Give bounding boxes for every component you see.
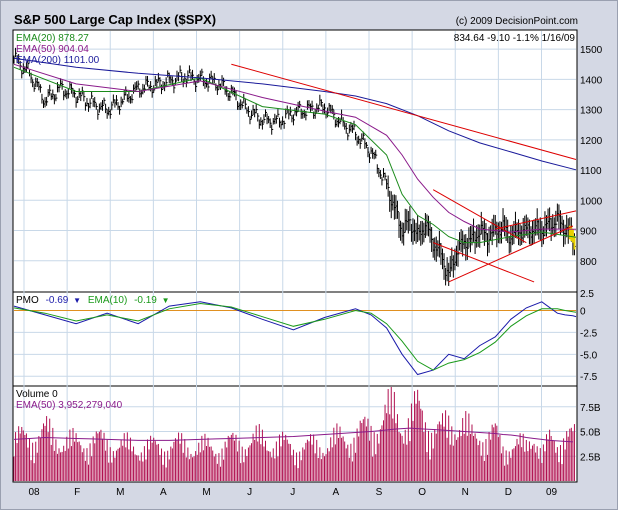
price-panel <box>12 29 578 293</box>
legend-ema50: EMA(50) 904.04 <box>16 44 89 55</box>
legend-ema20: EMA(20) 878.27 <box>16 33 89 44</box>
x-tick-label: O <box>418 487 426 498</box>
pmo-ema-label: EMA(10) <box>88 295 127 306</box>
volume-label: Volume 0 <box>16 389 58 400</box>
trendline <box>432 242 535 283</box>
volume-y-tick: 5.0B <box>580 428 601 439</box>
volume-y-tick: 2.5B <box>580 452 601 463</box>
price-y-tick: 1200 <box>580 136 603 147</box>
x-tick-label: A <box>333 487 340 498</box>
trendline <box>448 225 574 283</box>
pmo-value: -0.69 <box>46 295 69 306</box>
price-y-tick: 1400 <box>580 75 603 86</box>
pmo-y-tick: -7.5 <box>580 372 598 383</box>
pmo-y-tick: -5.0 <box>580 350 598 361</box>
grid-lines <box>14 31 576 481</box>
volume-ema-label: EMA(50) 3,952,279,040 <box>16 400 123 411</box>
x-tick-label: J <box>247 487 252 498</box>
legend-ema200: EMA(200) 1101.00 <box>16 55 100 66</box>
chart-title: S&P 500 Large Cap Index ($SPX) <box>14 12 216 27</box>
y-axis-labels: 800 900 1000 1100 1200 1300 1400 1500 2.5 0 -2.5 -5… <box>580 45 603 463</box>
ema-line-ema200 <box>13 57 577 171</box>
price-y-tick: 1300 <box>580 106 603 117</box>
x-tick-label: M <box>116 487 124 498</box>
ema-line-ema20 <box>13 66 577 244</box>
pmo-legend: PMO -0.69 ▼ EMA(10) -0.19 ▼ <box>16 295 170 306</box>
price-y-tick: 1100 <box>580 166 602 177</box>
pmo-ema-value: -0.19 <box>134 295 157 306</box>
pmo-y-tick: 0 <box>580 307 586 318</box>
pmo-ema-arrow-icon: ▼ <box>162 296 170 305</box>
pmo-panel <box>12 291 578 387</box>
ema-line-ema50 <box>13 63 577 233</box>
x-tick-label: 08 <box>28 487 40 498</box>
x-tick-label: D <box>505 487 512 498</box>
price-y-tick: 800 <box>580 257 597 268</box>
x-tick-label: S <box>376 487 383 498</box>
x-tick-label: A <box>160 487 167 498</box>
price-quote: 834.64 -9.10 -1.1% 1/16/09 <box>454 33 576 44</box>
x-axis-labels: 08 F M A M J J A S O N D 09 <box>28 487 557 498</box>
pmo-line-ema10 <box>13 302 577 371</box>
x-tick-label: M <box>202 487 210 498</box>
pmo-label: PMO <box>16 295 39 306</box>
volume-y-tick: 7.5B <box>580 403 601 414</box>
plot-lines <box>13 47 577 443</box>
price-y-tick: 1000 <box>580 196 603 207</box>
pmo-y-tick: 2.5 <box>580 289 594 300</box>
pmo-y-tick: -2.5 <box>580 328 598 339</box>
copyright-text: (c) 2009 DecisionPoint.com <box>456 16 578 27</box>
price-y-tick: 900 <box>580 227 597 238</box>
trendline <box>495 210 577 230</box>
volume-ema-line <box>13 427 573 443</box>
x-tick-label: J <box>290 487 295 498</box>
price-y-tick: 1500 <box>580 45 603 56</box>
x-tick-label: F <box>74 487 80 498</box>
trendline <box>432 189 527 244</box>
x-tick-label: N <box>462 487 469 498</box>
pmo-down-arrow-icon: ▼ <box>73 296 81 305</box>
x-tick-label: 09 <box>546 487 558 498</box>
trendline <box>231 63 577 160</box>
